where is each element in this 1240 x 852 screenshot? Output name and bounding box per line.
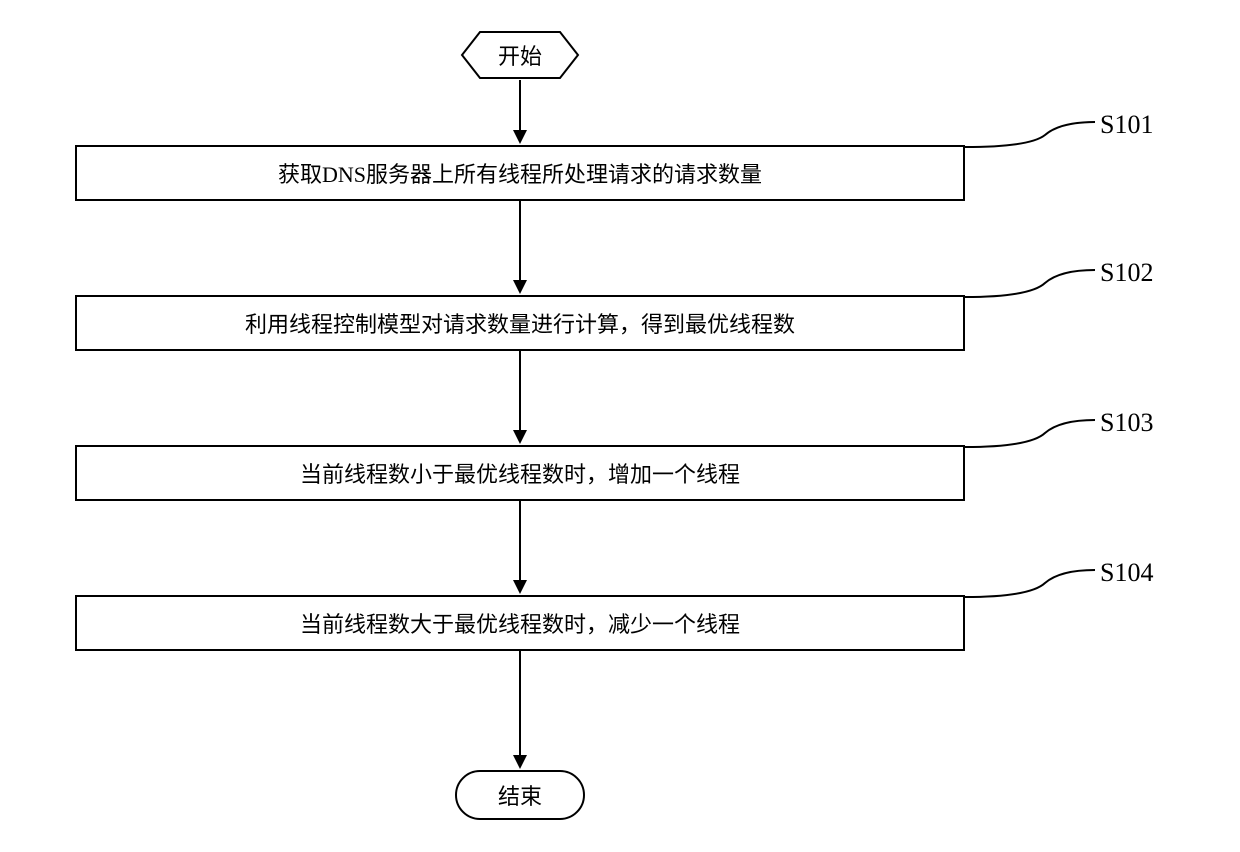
start-label: 开始 [498, 39, 542, 71]
process-s104-text: 当前线程数大于最优线程数时，减少一个线程 [300, 607, 740, 639]
connector-s103 [965, 408, 1100, 458]
start-node: 开始 [460, 30, 580, 80]
arrow-3 [519, 351, 521, 430]
arrow-head-5 [513, 755, 527, 769]
arrow-2 [519, 201, 521, 280]
label-s103: S103 [1100, 408, 1153, 438]
connector-s104 [965, 558, 1100, 608]
arrow-head-2 [513, 280, 527, 294]
connector-s101 [965, 110, 1100, 160]
end-node: 结束 [455, 770, 585, 820]
arrow-4 [519, 501, 521, 580]
connector-s102 [965, 258, 1100, 308]
process-s101-text: 获取DNS服务器上所有线程所处理请求的请求数量 [278, 157, 762, 189]
arrow-1 [519, 80, 521, 130]
label-s102: S102 [1100, 258, 1153, 288]
arrow-head-3 [513, 430, 527, 444]
arrow-5 [519, 651, 521, 755]
process-s103-text: 当前线程数小于最优线程数时，增加一个线程 [300, 457, 740, 489]
process-s104: 当前线程数大于最优线程数时，减少一个线程 [75, 595, 965, 651]
process-s102: 利用线程控制模型对请求数量进行计算，得到最优线程数 [75, 295, 965, 351]
arrow-head-4 [513, 580, 527, 594]
label-s101: S101 [1100, 110, 1153, 140]
process-s101: 获取DNS服务器上所有线程所处理请求的请求数量 [75, 145, 965, 201]
process-s103: 当前线程数小于最优线程数时，增加一个线程 [75, 445, 965, 501]
process-s102-text: 利用线程控制模型对请求数量进行计算，得到最优线程数 [245, 307, 795, 339]
flowchart-container: 开始 获取DNS服务器上所有线程所处理请求的请求数量 S101 利用线程控制模型… [0, 0, 1240, 852]
label-s104: S104 [1100, 558, 1153, 588]
arrow-head-1 [513, 130, 527, 144]
end-label: 结束 [498, 779, 542, 811]
